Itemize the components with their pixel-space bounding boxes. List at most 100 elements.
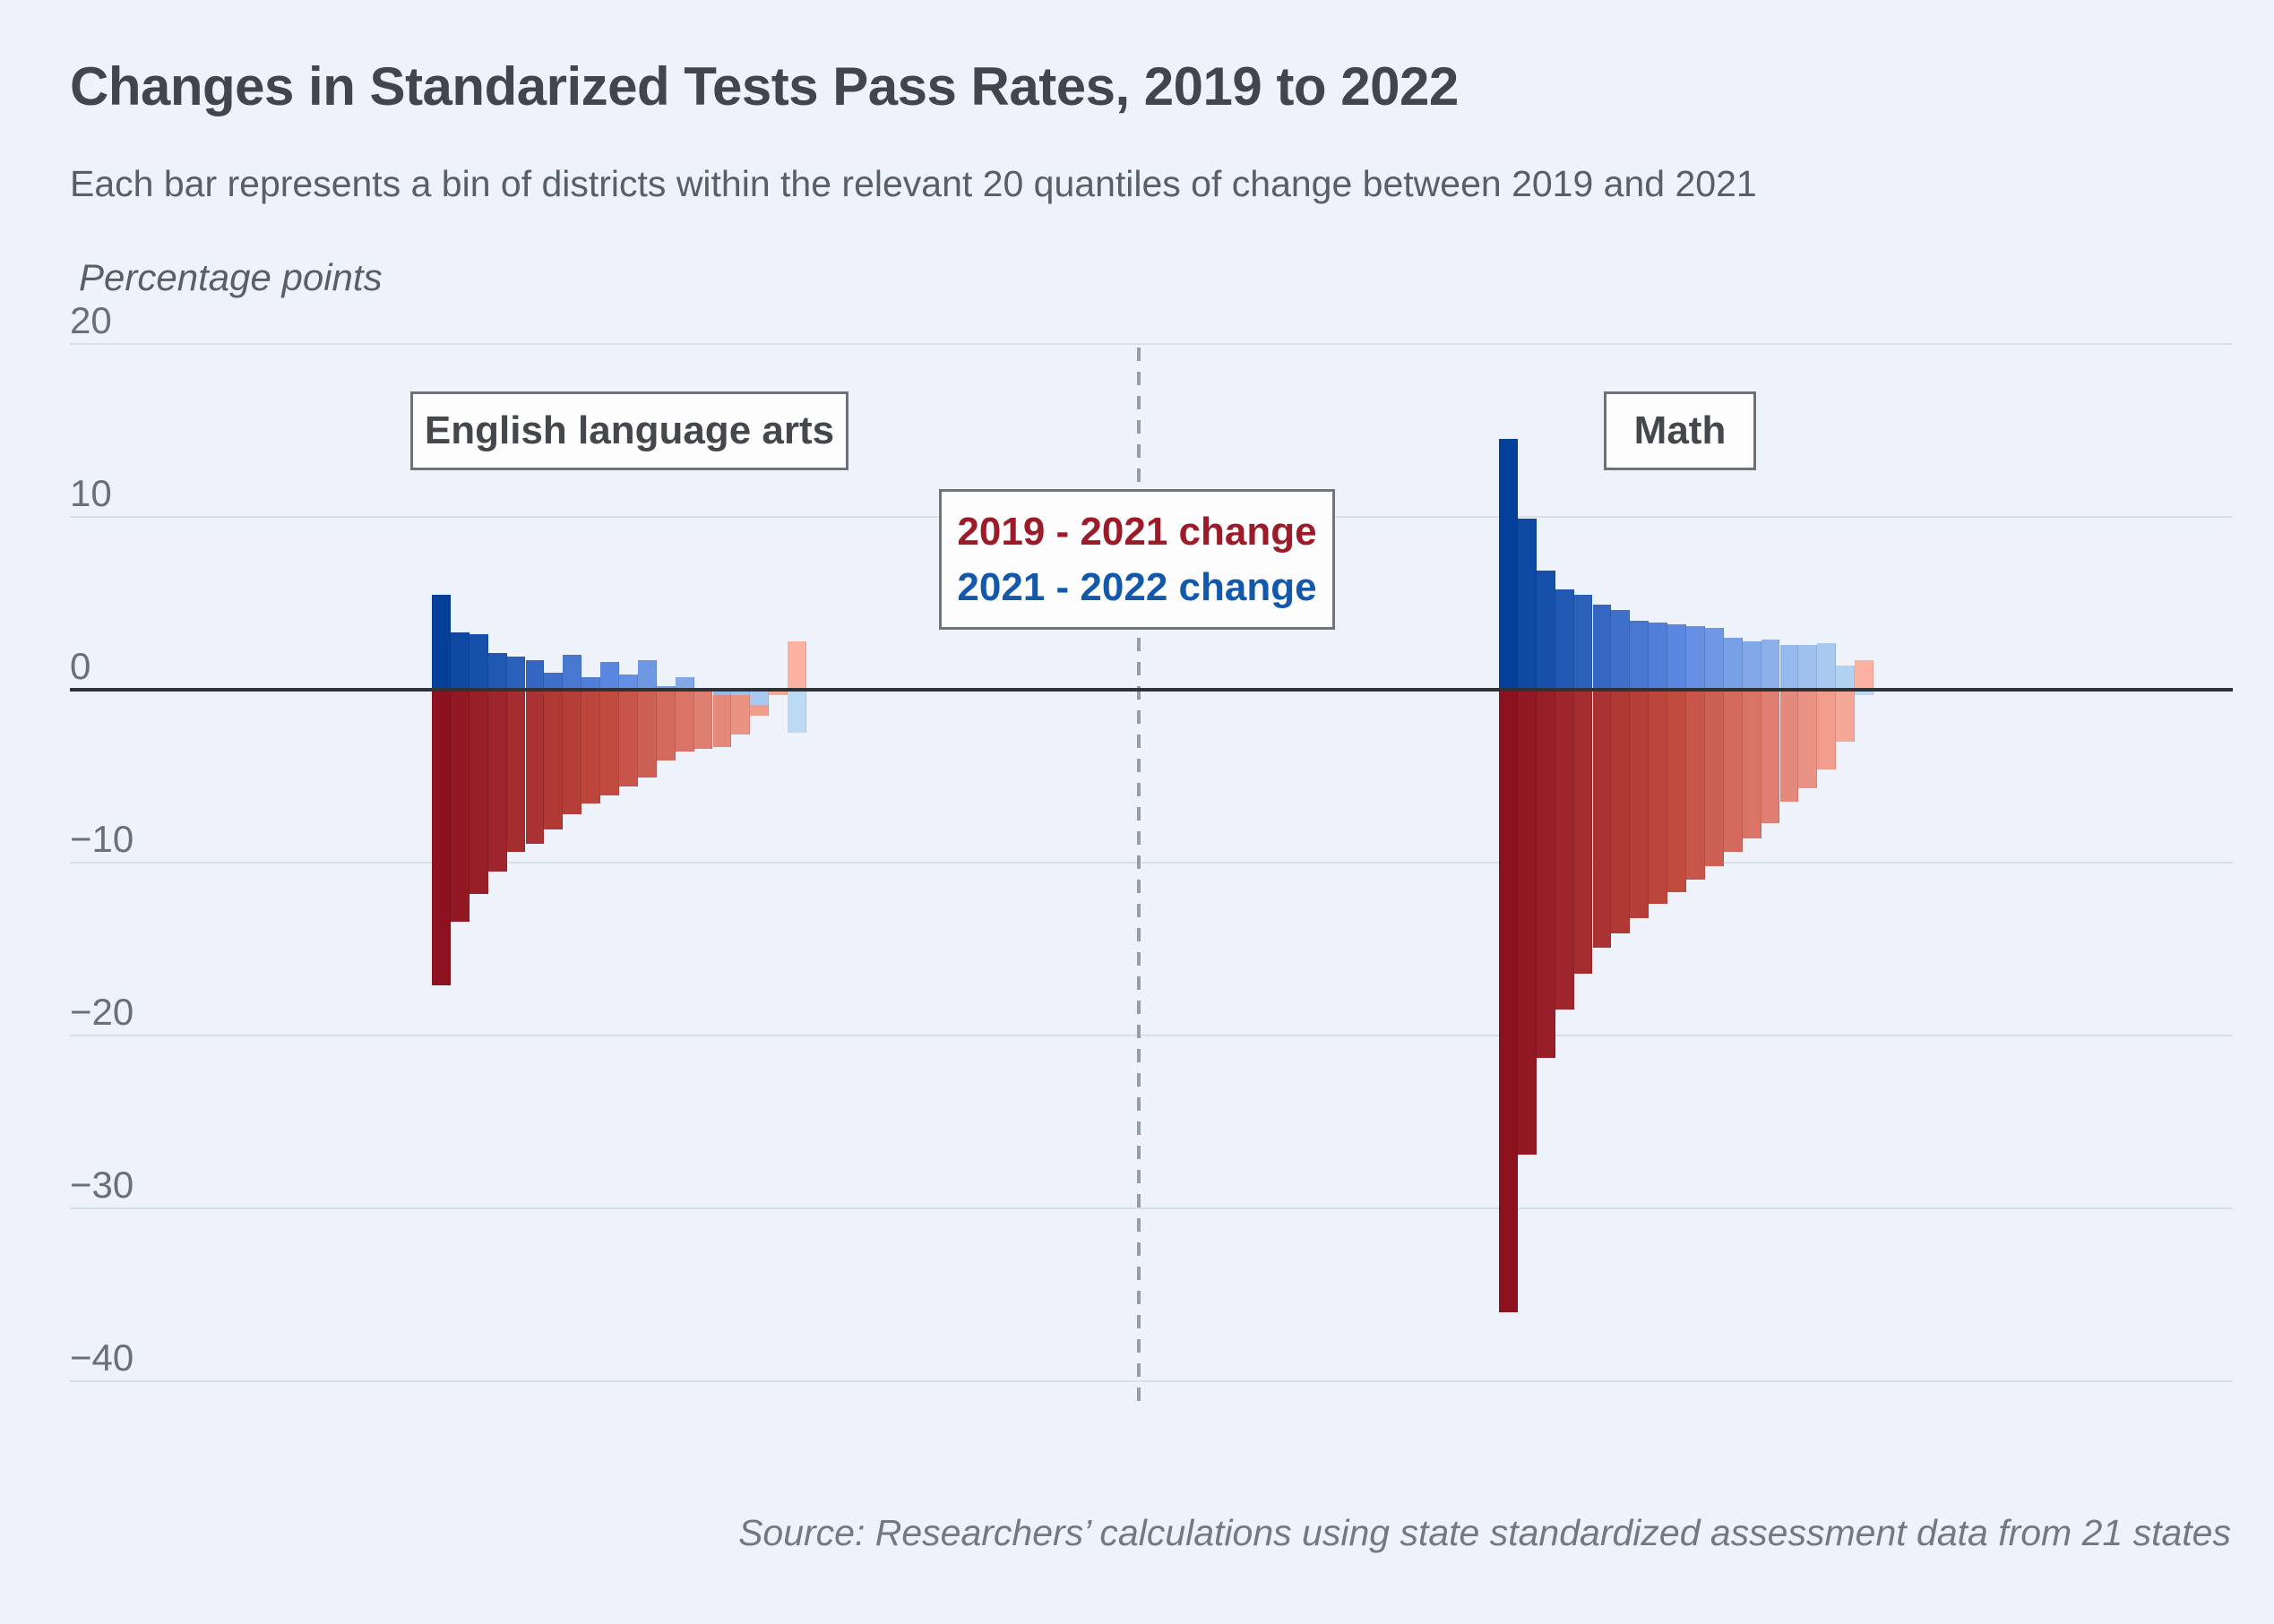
bar-red-2019-2021 bbox=[769, 690, 788, 695]
gridline bbox=[70, 1207, 2233, 1209]
bar-red-2019-2021 bbox=[563, 690, 582, 814]
source-note: Source: Researchers’ calculations using … bbox=[738, 1512, 2231, 1553]
bar-red-2019-2021 bbox=[1592, 690, 1612, 948]
bar-red-2019-2021 bbox=[581, 690, 601, 804]
bar-red-2019-2021 bbox=[432, 690, 451, 986]
legend-box: 2019 - 2021 change 2021 - 2022 change bbox=[939, 489, 1335, 630]
bar-blue-2021-2022 bbox=[731, 690, 751, 695]
bar-blue-2021-2022 bbox=[1742, 640, 1761, 690]
bar-red-2019-2021 bbox=[1667, 690, 1686, 892]
bar-red-2019-2021 bbox=[1649, 690, 1668, 905]
bar-blue-2021-2022 bbox=[1723, 638, 1743, 690]
bar-red-2019-2021 bbox=[450, 690, 469, 922]
bar-blue-2021-2022 bbox=[1686, 625, 1705, 690]
gridline bbox=[70, 1380, 2233, 1382]
bar-blue-2021-2022 bbox=[1630, 620, 1650, 690]
bar-blue-2021-2022 bbox=[450, 632, 469, 690]
bar-blue-2021-2022 bbox=[1817, 642, 1837, 690]
bar-blue-2021-2022 bbox=[1798, 644, 1818, 690]
bar-blue-2021-2022 bbox=[1667, 623, 1686, 690]
bar-blue-2021-2022 bbox=[432, 594, 451, 690]
bar-red-2019-2021 bbox=[469, 690, 488, 894]
y-tick-label: −30 bbox=[70, 1164, 134, 1206]
bar-blue-2021-2022 bbox=[750, 690, 770, 706]
bar-blue-2021-2022 bbox=[1761, 640, 1780, 690]
y-tick-label: 0 bbox=[70, 645, 91, 687]
bar-blue-2021-2022 bbox=[1704, 627, 1724, 690]
bar-red-2019-2021 bbox=[525, 690, 545, 844]
bar-blue-2021-2022 bbox=[1592, 605, 1612, 690]
bar-blue-2021-2022 bbox=[637, 660, 657, 690]
bar-red-2019-2021 bbox=[1723, 690, 1743, 853]
chart-subtitle: Each bar represents a bin of districts w… bbox=[70, 163, 1757, 204]
bar-red-2019-2021 bbox=[731, 690, 751, 735]
bar-red-2019-2021 bbox=[1630, 690, 1650, 918]
bar-red-2019-2021 bbox=[1817, 690, 1837, 769]
bar-blue-2021-2022 bbox=[581, 677, 601, 690]
bar-red-2019-2021 bbox=[544, 690, 564, 830]
gridline bbox=[70, 343, 2233, 345]
bar-red-2019-2021 bbox=[1855, 660, 1873, 690]
bar-red-2019-2021 bbox=[675, 690, 694, 752]
legend-entry-2021-2022: 2021 - 2022 change bbox=[957, 564, 1317, 609]
bar-red-2019-2021 bbox=[637, 690, 657, 778]
bar-blue-2021-2022 bbox=[469, 634, 488, 690]
bar-red-2019-2021 bbox=[487, 690, 507, 872]
y-tick-label: 10 bbox=[70, 472, 112, 514]
gridline bbox=[70, 1035, 2233, 1036]
bar-blue-2021-2022 bbox=[1573, 594, 1593, 690]
bar-blue-2021-2022 bbox=[712, 690, 732, 695]
bar-red-2019-2021 bbox=[656, 690, 676, 761]
bar-blue-2021-2022 bbox=[544, 672, 564, 690]
bar-red-2019-2021 bbox=[1555, 690, 1574, 1010]
bar-red-2019-2021 bbox=[1798, 690, 1818, 788]
bar-blue-2021-2022 bbox=[525, 660, 545, 690]
bar-red-2019-2021 bbox=[1611, 690, 1631, 934]
bar-red-2019-2021 bbox=[1704, 690, 1724, 866]
bar-red-2019-2021 bbox=[1779, 690, 1799, 803]
bar-red-2019-2021 bbox=[788, 640, 806, 690]
bar-red-2019-2021 bbox=[693, 690, 713, 749]
group-label-math: Math bbox=[1633, 408, 1727, 452]
gridline bbox=[70, 862, 2233, 864]
bar-red-2019-2021 bbox=[1517, 690, 1537, 1156]
bar-blue-2021-2022 bbox=[1836, 665, 1856, 690]
bar-blue-2021-2022 bbox=[1855, 690, 1873, 695]
bar-blue-2021-2022 bbox=[506, 657, 526, 690]
bar-red-2019-2021 bbox=[1536, 690, 1555, 1059]
bar-blue-2021-2022 bbox=[1499, 439, 1518, 690]
y-tick-label: −10 bbox=[70, 818, 134, 860]
y-tick-label: −40 bbox=[70, 1336, 134, 1379]
bar-blue-2021-2022 bbox=[1555, 589, 1574, 690]
y-tick-label: 20 bbox=[70, 299, 112, 341]
bar-red-2019-2021 bbox=[1761, 690, 1780, 823]
bar-blue-2021-2022 bbox=[675, 677, 694, 690]
y-tick-label: −20 bbox=[70, 991, 134, 1033]
bar-red-2019-2021 bbox=[1836, 690, 1856, 742]
bar-red-2019-2021 bbox=[1686, 690, 1705, 881]
bar-red-2019-2021 bbox=[1742, 690, 1761, 838]
bar-blue-2021-2022 bbox=[1536, 570, 1555, 690]
bar-red-2019-2021 bbox=[506, 690, 526, 853]
bar-red-2019-2021 bbox=[600, 690, 619, 795]
axis-unit-label: Percentage points bbox=[79, 256, 383, 298]
bar-blue-2021-2022 bbox=[1779, 644, 1799, 690]
bar-blue-2021-2022 bbox=[788, 690, 806, 734]
bar-blue-2021-2022 bbox=[619, 674, 638, 690]
bar-blue-2021-2022 bbox=[1649, 622, 1668, 690]
bar-blue-2021-2022 bbox=[563, 655, 582, 690]
group-label-math-box: Math bbox=[1604, 391, 1756, 470]
group-label-ela-box: English language arts bbox=[410, 391, 848, 470]
bar-blue-2021-2022 bbox=[487, 653, 507, 690]
chart-title: Changes in Standarized Tests Pass Rates,… bbox=[70, 56, 1459, 116]
zero-line bbox=[70, 688, 2233, 692]
bar-blue-2021-2022 bbox=[1517, 518, 1537, 690]
quantile-divider-line bbox=[1137, 348, 1141, 1402]
bar-red-2019-2021 bbox=[712, 690, 732, 747]
group-label-ela: English language arts bbox=[424, 408, 835, 452]
bar-blue-2021-2022 bbox=[600, 662, 619, 690]
bar-blue-2021-2022 bbox=[1611, 610, 1631, 690]
bar-red-2019-2021 bbox=[619, 690, 638, 787]
